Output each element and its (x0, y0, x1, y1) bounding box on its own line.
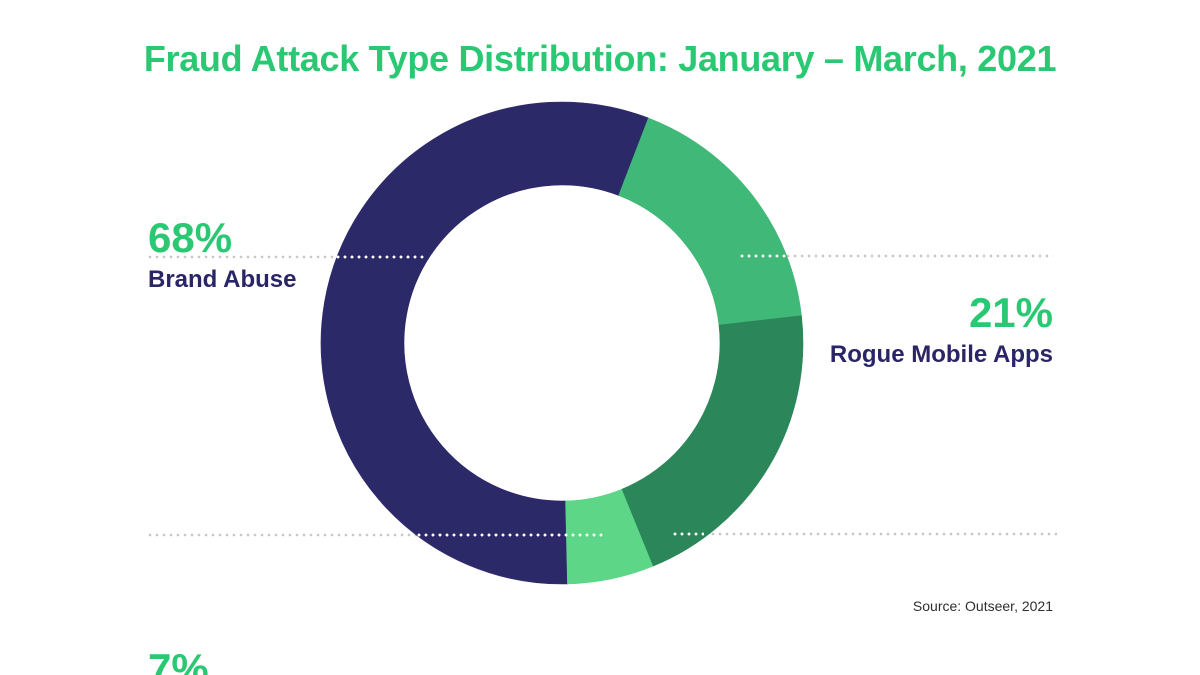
leader-line-bottom-right (704, 532, 1057, 536)
chart-title: Fraud Attack Type Distribution: January … (143, 38, 1057, 79)
source-note: Source: Outseer, 2021 (912, 598, 1053, 614)
percent-value-brand-abuse: 68% (148, 214, 233, 261)
category-label-rogue-mobile-apps: Rogue Mobile Apps (829, 341, 1053, 368)
leader-line-overlay-bottom-left (417, 533, 603, 537)
leader-line-overlay-top-right (740, 254, 786, 258)
percent-value-trojan-horse: 7% (148, 645, 209, 675)
percent-value-rogue-mobile-apps: 21% (968, 289, 1053, 336)
leader-line-bottom-left (148, 533, 417, 537)
donut-slice-phishing (621, 315, 804, 567)
donut-slice-trojan-horse (565, 488, 654, 585)
callout-trojan-horse: 7% Trojan Horse (148, 648, 1200, 675)
donut-slice-brand-abuse (320, 101, 649, 585)
callout-rogue-mobile-apps: 21% Rogue Mobile Apps (0, 292, 1053, 367)
leader-line-overlay-top-left (336, 255, 424, 259)
leader-line-overlay-bottom-right (673, 532, 704, 536)
callout-brand-abuse: 68% Brand Abuse (148, 217, 1200, 292)
leader-line-top-right (786, 254, 1053, 258)
leader-line-top-left (148, 255, 336, 259)
category-label-brand-abuse: Brand Abuse (148, 266, 297, 293)
